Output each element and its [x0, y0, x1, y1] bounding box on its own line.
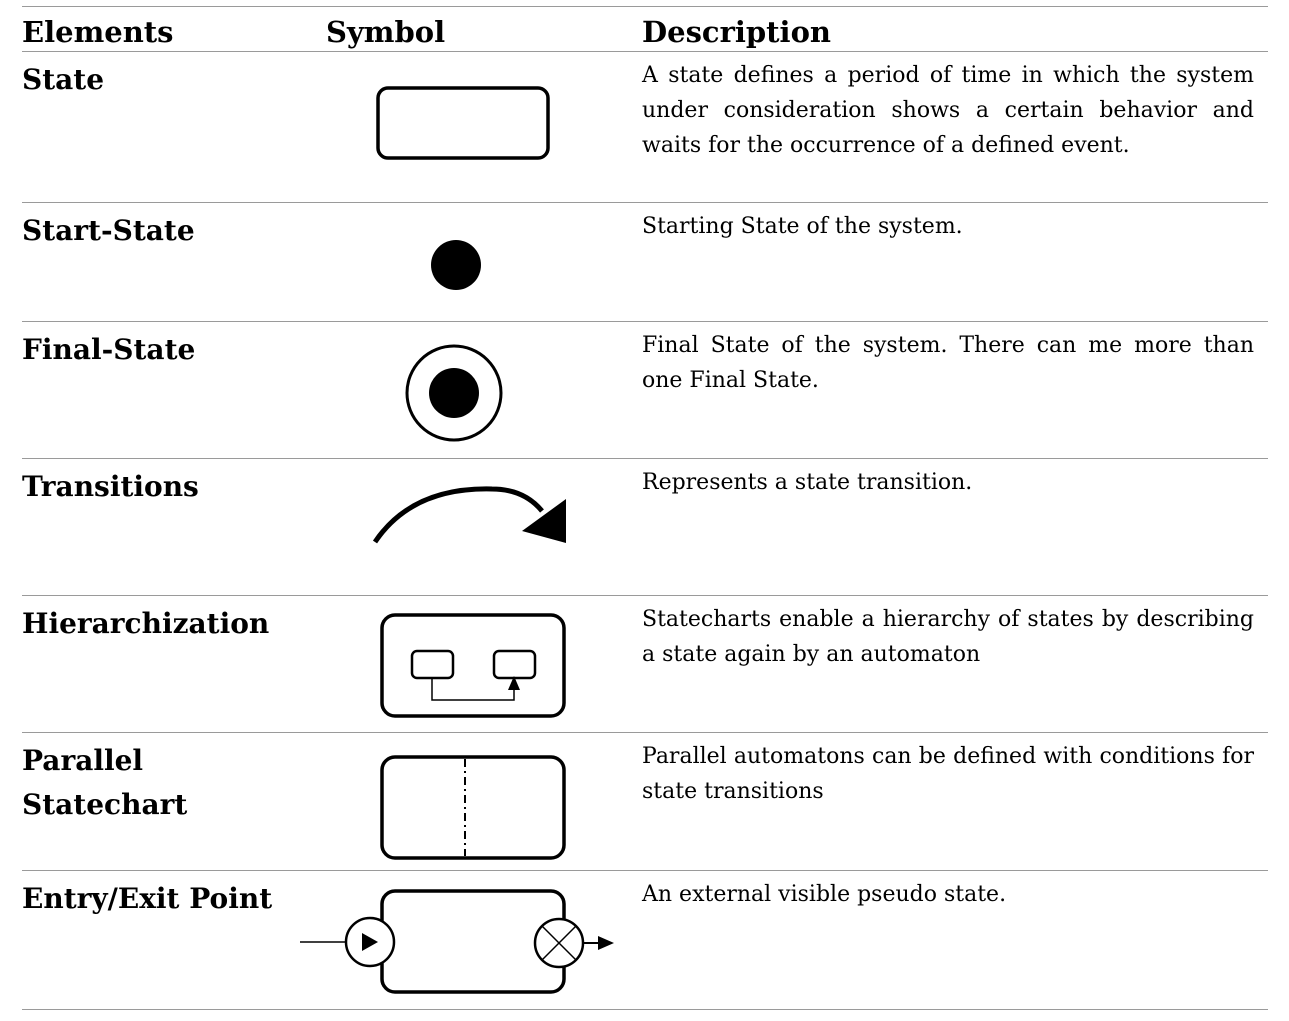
element-name: Transitions	[22, 470, 199, 503]
table-row: State A state defines a period of time i…	[22, 52, 1268, 202]
element-description: An external visible pseudo state.	[642, 882, 1007, 907]
filled-circle-icon	[292, 203, 632, 325]
header-description: Description	[642, 15, 831, 49]
element-name: Hierarchization	[22, 607, 270, 640]
element-name: State	[22, 63, 105, 96]
table-row: Hierarchization Statecharts enable a hie…	[22, 596, 1268, 732]
bullseye-circle-icon	[292, 322, 632, 462]
table-row: Parallel Statechart Parallel automatons …	[22, 733, 1268, 869]
element-name: Final-State	[22, 333, 196, 366]
table-row: Transitions Represents a state transitio…	[22, 459, 1268, 595]
row-rule	[22, 870, 1268, 871]
row-rule	[22, 458, 1268, 459]
row-rule	[22, 732, 1268, 733]
bottom-rule	[22, 1009, 1268, 1010]
element-description: Starting State of the system.	[642, 214, 963, 239]
table-row: Final-State Final State of the system. T…	[22, 322, 1268, 458]
element-name: Start-State	[22, 214, 195, 247]
element-name: Entry/Exit Point	[22, 882, 273, 915]
table-row: Entry/Exit Point An external visible pse…	[22, 871, 1268, 1009]
top-rule	[22, 6, 1268, 7]
row-rule	[22, 595, 1268, 596]
row-rule	[22, 321, 1268, 322]
element-description: Statecharts enable a hierarchy of states…	[642, 607, 1254, 667]
table-row: Start-State Starting State of the system…	[22, 203, 1268, 321]
nested-states-icon	[292, 596, 632, 736]
element-name: Parallel Statechart	[22, 744, 188, 821]
element-description: Final State of the system. There can me …	[642, 333, 1254, 393]
element-description: Parallel automatons can be defined with …	[642, 744, 1254, 804]
row-rule	[22, 202, 1268, 203]
header-rule	[22, 51, 1268, 52]
element-description: A state defines a period of time in whic…	[642, 63, 1254, 158]
header-symbol: Symbol	[326, 15, 446, 49]
split-state-icon	[292, 733, 632, 873]
state-rounded-rect-icon	[292, 52, 632, 206]
element-description: Represents a state transition.	[642, 470, 973, 495]
header-elements: Elements	[22, 15, 174, 49]
curved-arrow-icon	[292, 459, 632, 599]
entry-exit-point-icon	[292, 871, 652, 1013]
